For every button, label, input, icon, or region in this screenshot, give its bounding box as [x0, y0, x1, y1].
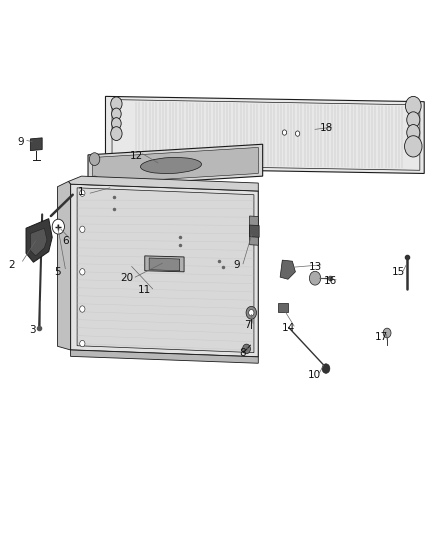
- Circle shape: [80, 226, 85, 232]
- Circle shape: [111, 97, 122, 111]
- Circle shape: [80, 269, 85, 275]
- Text: 17: 17: [375, 332, 388, 342]
- Circle shape: [112, 118, 121, 130]
- Polygon shape: [278, 303, 288, 312]
- Text: 5: 5: [54, 267, 61, 277]
- Text: 13: 13: [308, 262, 321, 271]
- Circle shape: [322, 364, 330, 373]
- Circle shape: [283, 130, 287, 135]
- Circle shape: [80, 306, 85, 312]
- Text: 20: 20: [121, 273, 134, 283]
- Text: 8: 8: [239, 348, 245, 358]
- Polygon shape: [71, 350, 258, 364]
- Text: 12: 12: [129, 151, 143, 161]
- Text: 9: 9: [17, 136, 24, 147]
- Circle shape: [112, 108, 121, 120]
- Polygon shape: [68, 176, 258, 191]
- Text: 6: 6: [62, 236, 69, 246]
- Polygon shape: [250, 225, 259, 237]
- Polygon shape: [149, 258, 180, 271]
- Polygon shape: [57, 181, 71, 350]
- Circle shape: [246, 306, 257, 319]
- Circle shape: [249, 310, 254, 316]
- Circle shape: [407, 112, 420, 128]
- Circle shape: [383, 328, 391, 338]
- Circle shape: [80, 341, 85, 347]
- Circle shape: [407, 125, 420, 141]
- Circle shape: [89, 153, 100, 165]
- Text: 14: 14: [282, 322, 296, 333]
- Polygon shape: [92, 148, 258, 183]
- Text: 18: 18: [319, 123, 332, 133]
- Circle shape: [80, 190, 85, 196]
- Text: 2: 2: [8, 261, 15, 270]
- Polygon shape: [30, 228, 47, 256]
- Text: 10: 10: [307, 370, 321, 380]
- Polygon shape: [30, 138, 42, 151]
- Ellipse shape: [141, 157, 201, 174]
- Polygon shape: [280, 260, 295, 279]
- Circle shape: [406, 96, 421, 116]
- Polygon shape: [88, 144, 263, 187]
- Text: 9: 9: [233, 261, 240, 270]
- Polygon shape: [145, 256, 184, 272]
- Circle shape: [111, 127, 122, 141]
- Text: 3: 3: [29, 325, 35, 335]
- Polygon shape: [77, 188, 254, 353]
- Polygon shape: [250, 216, 258, 245]
- Circle shape: [309, 271, 321, 285]
- Circle shape: [405, 136, 422, 157]
- Text: 1: 1: [78, 187, 85, 197]
- Polygon shape: [106, 96, 424, 173]
- Text: 7: 7: [244, 320, 251, 330]
- Circle shape: [295, 131, 300, 136]
- Polygon shape: [71, 184, 258, 357]
- Circle shape: [90, 176, 99, 187]
- Text: 16: 16: [324, 277, 337, 286]
- Circle shape: [52, 219, 64, 234]
- Circle shape: [243, 344, 251, 354]
- Polygon shape: [26, 219, 52, 262]
- Text: 15: 15: [392, 267, 405, 277]
- Text: 11: 11: [138, 286, 152, 295]
